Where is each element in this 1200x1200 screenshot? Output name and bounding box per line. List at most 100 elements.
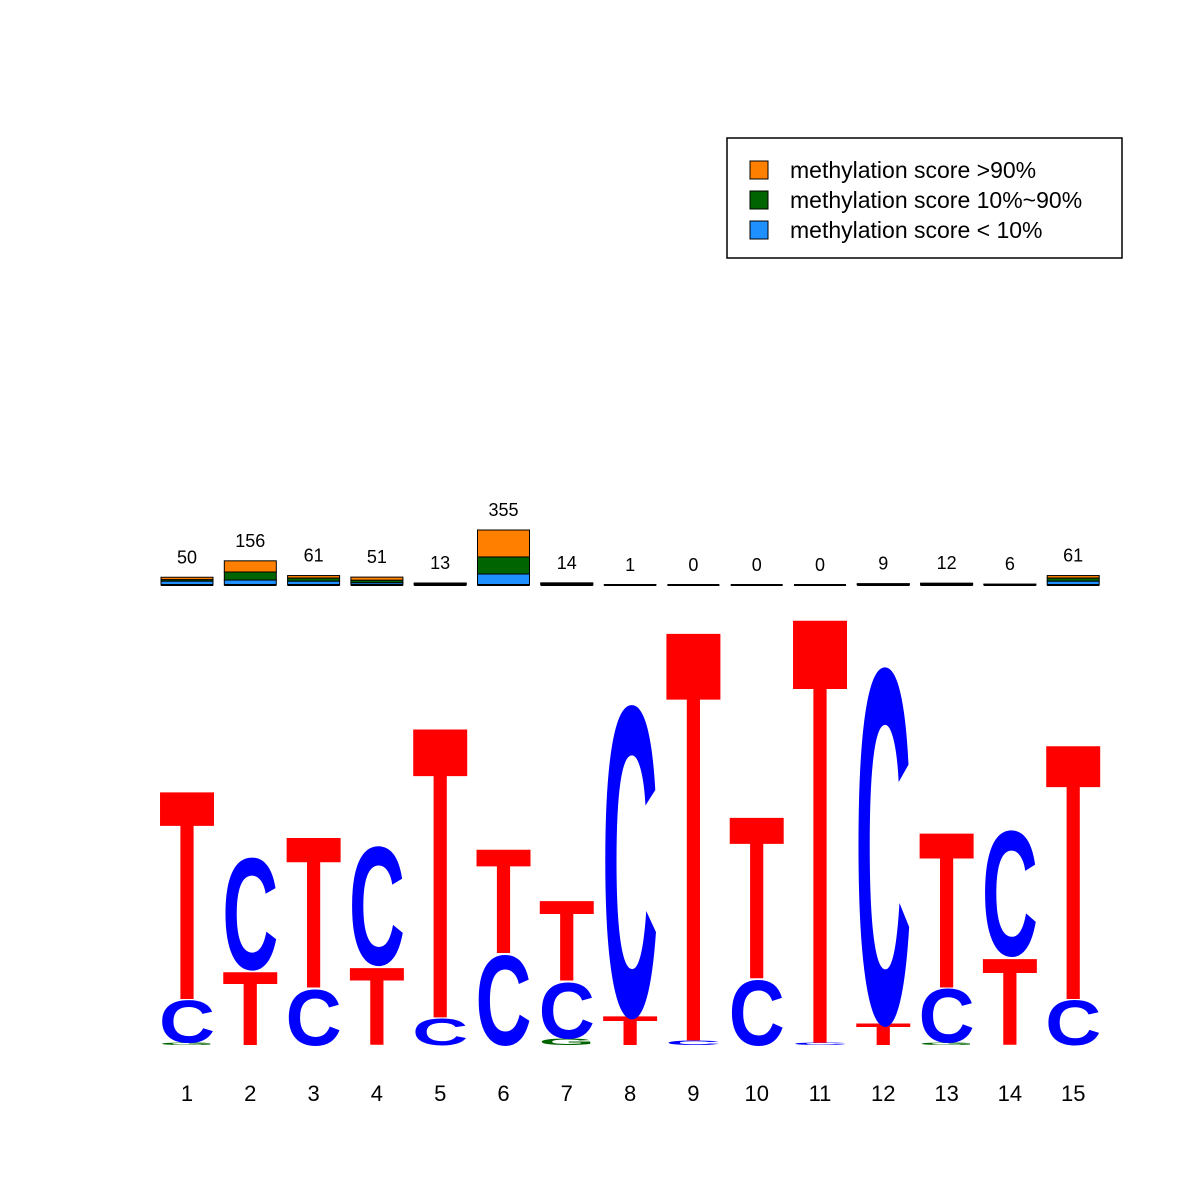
x-tick-label: 1	[181, 1081, 193, 1106]
logo-letter-glyph: T	[729, 768, 785, 1029]
logo-letter-glyph: C	[855, 562, 911, 1130]
bar-total-label: 355	[488, 500, 518, 520]
bar-segment	[477, 556, 530, 575]
logo-letter-glyph: T	[982, 933, 1038, 1072]
logo-letter-glyph: T	[1045, 667, 1101, 1077]
bar-total-label: 61	[304, 546, 324, 566]
logo-letter-glyph: T	[222, 950, 278, 1067]
logo-letter-glyph: T	[792, 487, 848, 1172]
bar-segment	[223, 571, 277, 581]
logo-letter-glyph: G	[919, 1042, 975, 1046]
legend-swatch	[749, 160, 769, 180]
logo-letter: T	[602, 1008, 658, 1054]
logo-letter: C	[982, 794, 1038, 994]
logo-letter-glyph: C	[222, 824, 278, 1003]
logo-letter-glyph: C	[539, 966, 595, 1055]
bar-segment	[540, 582, 594, 585]
logo-letter-glyph: T	[286, 792, 342, 1034]
logo-letter: T	[665, 505, 721, 1166]
bar-total-label: 0	[688, 555, 698, 575]
logo-letter: C	[222, 824, 278, 1003]
logo-letter: T	[159, 728, 215, 1063]
logo-letter-glyph: C	[412, 1011, 468, 1054]
x-tick-label: 9	[687, 1081, 699, 1106]
logo-letter: T	[222, 950, 278, 1067]
bar-segment	[920, 582, 974, 585]
logo-letter-glyph: T	[159, 728, 215, 1063]
logo-letter: C	[476, 930, 532, 1073]
logo-letter: T	[729, 768, 785, 1029]
bar-segment	[1046, 575, 1100, 579]
logo-letter-glyph: C	[602, 612, 658, 1109]
logo-letter: C	[159, 988, 215, 1056]
logo-letter-glyph: C	[159, 988, 215, 1056]
logo-letter: T	[1045, 667, 1101, 1077]
logo-letter: C	[729, 963, 785, 1066]
x-tick-label: 15	[1061, 1081, 1085, 1106]
bar-total-label: 6	[1005, 554, 1015, 574]
logo-letter: T	[476, 818, 532, 986]
logo-letter-glyph: T	[919, 786, 975, 1036]
logo-letter: T	[349, 943, 405, 1069]
legend-label: methylation score < 10%	[790, 217, 1043, 243]
logo-letter: T	[539, 878, 595, 1006]
bar-total-label: 14	[557, 553, 577, 573]
bar-segment	[413, 582, 467, 585]
logo-letter-glyph: C	[729, 963, 785, 1066]
logo-letter-glyph: T	[539, 878, 595, 1006]
logo-letter-glyph: C	[349, 811, 405, 1000]
logo-letter-glyph: T	[855, 1016, 911, 1052]
legend-swatch	[749, 220, 769, 240]
bar-segment	[223, 560, 277, 573]
logo-letter: T	[286, 792, 342, 1034]
x-tick-label: 12	[871, 1081, 895, 1106]
x-tick-label: 3	[307, 1081, 319, 1106]
logo-letter: C	[1045, 988, 1101, 1059]
bar-segment	[350, 576, 404, 581]
logo-letter: T	[412, 640, 468, 1107]
logo-letter-glyph: T	[476, 818, 532, 986]
logo-letter-glyph: G	[539, 1036, 595, 1047]
logo-letter: G	[159, 1042, 215, 1046]
bar-segment	[477, 529, 530, 558]
x-tick-label: 8	[624, 1081, 636, 1106]
bar-segment	[477, 573, 530, 586]
x-tick-label: 6	[497, 1081, 509, 1106]
x-tick-label: 5	[434, 1081, 446, 1106]
bar-total-label: 0	[815, 555, 825, 575]
logo-letter-glyph: C	[919, 974, 975, 1060]
bar-total-label: 51	[367, 547, 387, 567]
logo-letter-glyph: T	[412, 640, 468, 1107]
bar-total-label: 61	[1063, 546, 1083, 566]
legend-label: methylation score >90%	[790, 157, 1036, 183]
logo-letter: C	[286, 973, 342, 1062]
logo-letter-glyph: C	[476, 930, 532, 1073]
logo-letter-glyph: T	[349, 943, 405, 1069]
logo-letter-glyph: G	[159, 1042, 215, 1046]
x-tick-label: 11	[809, 1081, 832, 1106]
logo-letter: G	[919, 1042, 975, 1046]
bar-total-label: 0	[752, 555, 762, 575]
logo-letter-glyph: T	[665, 505, 721, 1166]
legend-swatch	[749, 190, 769, 210]
logo-letter: T	[919, 786, 975, 1036]
logo-letter-glyph: C	[792, 1042, 848, 1046]
bar-total-label: 9	[878, 554, 888, 574]
logo-letter: T	[792, 487, 848, 1172]
logo-letter: C	[602, 612, 658, 1109]
bar-total-label: 1	[625, 555, 635, 575]
logo-letter: T	[982, 933, 1038, 1072]
bar-total-label: 13	[430, 553, 450, 573]
x-tick-label: 14	[998, 1081, 1022, 1106]
bar-segment	[287, 575, 341, 579]
logo-letter-glyph: T	[602, 1008, 658, 1054]
x-tick-label: 7	[561, 1081, 573, 1106]
logo-letter: C	[412, 1011, 468, 1054]
bar-total-label: 50	[177, 547, 197, 567]
x-tick-label: 13	[934, 1081, 958, 1106]
logo-letter-glyph: C	[982, 794, 1038, 994]
bar-segment	[160, 576, 214, 581]
bar-total-label: 12	[937, 553, 957, 573]
bar-total-label: 156	[235, 531, 265, 551]
logo-letter-glyph: C	[665, 1039, 721, 1046]
